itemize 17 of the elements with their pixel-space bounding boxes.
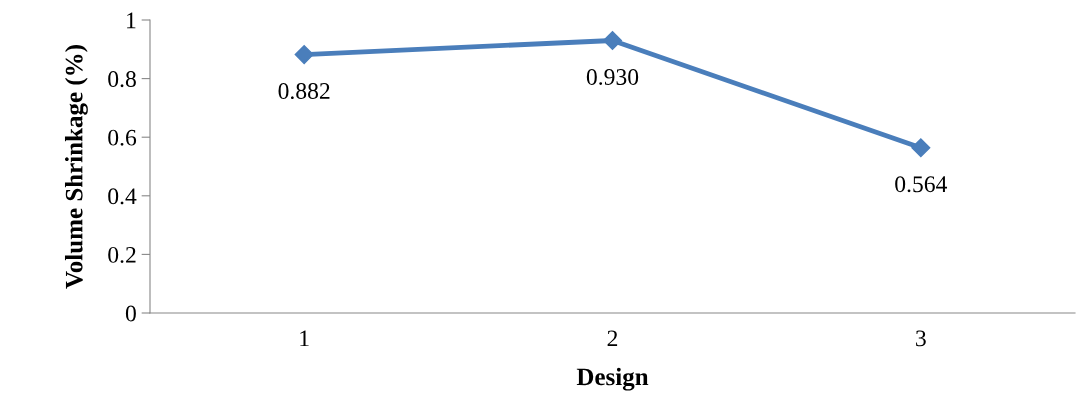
- data-label: 0.930: [586, 68, 639, 86]
- point: [294, 45, 314, 65]
- x-tick-label: 2: [607, 330, 618, 347]
- point: [911, 138, 931, 158]
- y-tick-label: 0.6: [108, 129, 137, 146]
- y-tick-label: 0.8: [108, 71, 136, 88]
- point: [602, 30, 623, 51]
- x-tick-label: 3: [916, 330, 926, 347]
- x-tick-label: 1: [300, 330, 309, 347]
- x-axis-title: Design: [576, 367, 649, 391]
- y-tick-label: 0.2: [108, 246, 136, 263]
- y-tick-label: 0: [125, 305, 136, 322]
- y-axis-title: Volume Shrinkage (%): [64, 45, 88, 289]
- data-label: 0.564: [895, 176, 948, 193]
- y-tick-label: 1: [127, 12, 136, 29]
- y-tick-label: 0.4: [108, 188, 137, 205]
- data-label: 0.882: [278, 83, 330, 100]
